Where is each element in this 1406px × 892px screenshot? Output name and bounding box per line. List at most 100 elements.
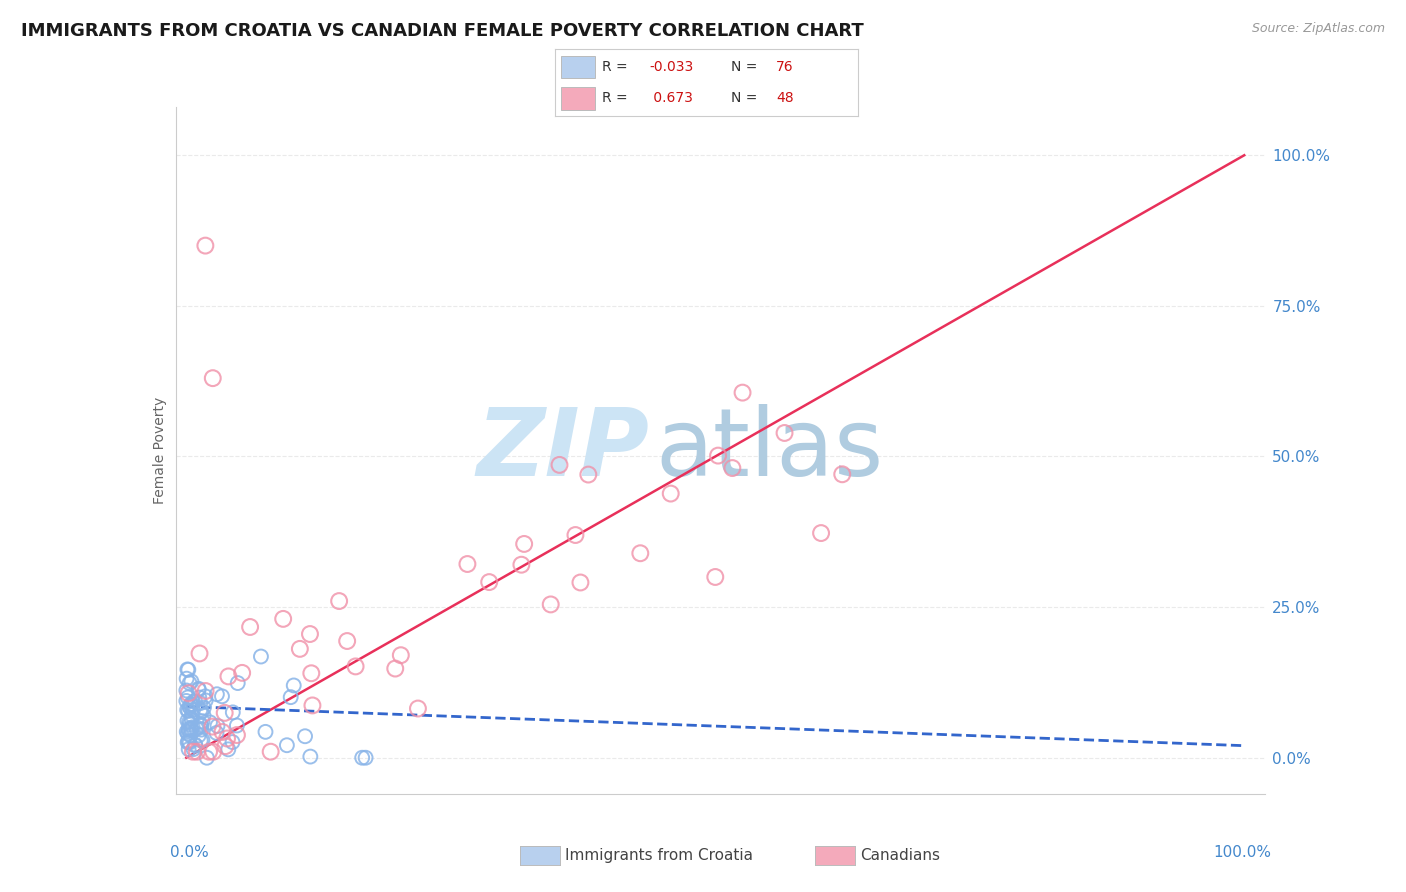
Point (181, 698, 204, 712)
Point (299, 749, 322, 764)
Point (288, 641, 311, 656)
Point (184, 694, 207, 708)
Point (222, 706, 245, 720)
Point (187, 682, 209, 697)
Point (214, 739, 236, 754)
Point (190, 733, 212, 747)
Point (576, 467, 599, 482)
FancyBboxPatch shape (561, 56, 595, 78)
Point (513, 537, 536, 551)
Point (194, 690, 217, 704)
Point (176, 683, 198, 698)
Point (548, 458, 571, 472)
Point (188, 647, 211, 661)
Point (250, 649, 273, 664)
Point (707, 449, 730, 463)
Point (186, 722, 208, 736)
Point (190, 719, 212, 733)
Point (217, 669, 239, 683)
Point (187, 728, 209, 742)
Text: atlas: atlas (655, 404, 883, 497)
Text: N =: N = (731, 60, 756, 74)
Point (301, 698, 323, 713)
Point (406, 701, 429, 715)
Point (231, 665, 253, 680)
Point (540, 598, 562, 612)
Point (181, 720, 204, 734)
Point (180, 698, 202, 712)
Point (176, 672, 198, 686)
Text: R =: R = (602, 91, 628, 105)
Text: Source: ZipAtlas.com: Source: ZipAtlas.com (1251, 22, 1385, 36)
Point (179, 699, 201, 714)
Point (184, 739, 207, 753)
Point (226, 676, 249, 690)
Point (225, 718, 247, 732)
Point (187, 681, 209, 696)
Point (389, 648, 412, 663)
Point (177, 690, 200, 705)
Point (254, 724, 277, 739)
Point (181, 703, 204, 717)
Point (176, 703, 198, 717)
Point (202, 745, 225, 759)
Point (510, 558, 533, 572)
Point (181, 708, 204, 723)
Point (177, 742, 200, 756)
Point (205, 687, 228, 701)
Point (179, 715, 201, 730)
Point (211, 690, 233, 704)
Point (336, 634, 359, 648)
Text: ZIP: ZIP (477, 404, 650, 497)
Point (731, 385, 754, 400)
Point (177, 686, 200, 700)
Point (628, 546, 651, 560)
Point (260, 745, 283, 759)
Point (188, 690, 211, 705)
Point (180, 721, 202, 735)
Point (569, 575, 592, 590)
Point (177, 723, 200, 738)
Point (180, 723, 202, 737)
Point (198, 715, 221, 730)
FancyBboxPatch shape (561, 87, 595, 110)
Point (194, 684, 217, 698)
Point (194, 238, 217, 252)
Point (179, 735, 201, 749)
Point (179, 700, 201, 714)
Point (201, 720, 224, 734)
Y-axis label: Female Poverty: Female Poverty (153, 397, 167, 504)
Point (191, 714, 214, 729)
Point (217, 742, 239, 756)
Point (352, 750, 374, 764)
Point (177, 722, 200, 736)
Text: -0.033: -0.033 (650, 60, 693, 74)
Point (179, 717, 201, 731)
Point (207, 719, 229, 733)
Point (773, 425, 796, 440)
Point (180, 674, 202, 689)
Point (176, 663, 198, 677)
Text: N =: N = (731, 91, 756, 105)
Point (280, 690, 302, 705)
Text: Canadians: Canadians (860, 848, 941, 863)
Point (186, 745, 208, 759)
Point (831, 467, 853, 482)
Point (193, 708, 215, 723)
Point (456, 557, 478, 571)
Point (188, 703, 211, 717)
Point (328, 594, 350, 608)
Point (239, 620, 262, 634)
Point (211, 725, 233, 739)
Point (810, 526, 832, 541)
Point (721, 461, 744, 475)
Point (188, 696, 211, 710)
Point (190, 723, 212, 737)
Point (177, 734, 200, 748)
Point (180, 698, 202, 712)
Point (190, 705, 212, 719)
Point (344, 659, 367, 673)
Point (193, 701, 215, 715)
Point (194, 693, 217, 707)
Point (354, 750, 377, 764)
